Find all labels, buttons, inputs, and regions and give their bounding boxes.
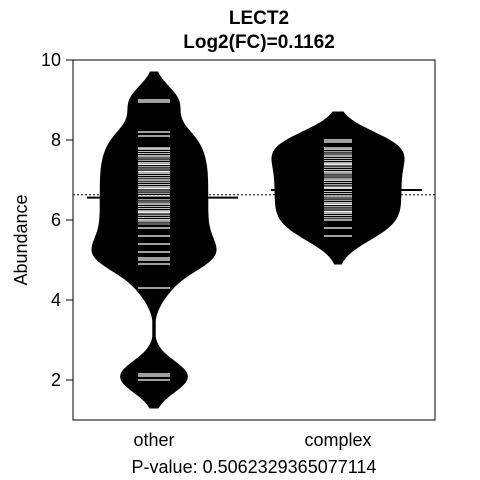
chart-title: LECT2 <box>229 8 289 29</box>
y-axis: 2 4 6 8 10 <box>41 50 74 390</box>
bean-layer <box>87 71 422 409</box>
x-tick-label: complex <box>304 430 371 450</box>
y-axis-label: Abundance <box>11 194 31 285</box>
x-axis: other complex <box>133 430 371 450</box>
chart-subtitle: Log2(FC)=0.1162 <box>183 32 335 53</box>
y-tick-label: 8 <box>51 130 61 150</box>
y-tick-label: 10 <box>41 50 61 70</box>
x-axis-label: P-value: 0.5062329365077114 <box>132 457 377 477</box>
x-tick-label: other <box>133 430 174 450</box>
y-tick-label: 6 <box>51 210 61 230</box>
y-tick-label: 2 <box>51 370 61 390</box>
y-tick-label: 4 <box>51 290 61 310</box>
bean-shape <box>91 71 217 409</box>
